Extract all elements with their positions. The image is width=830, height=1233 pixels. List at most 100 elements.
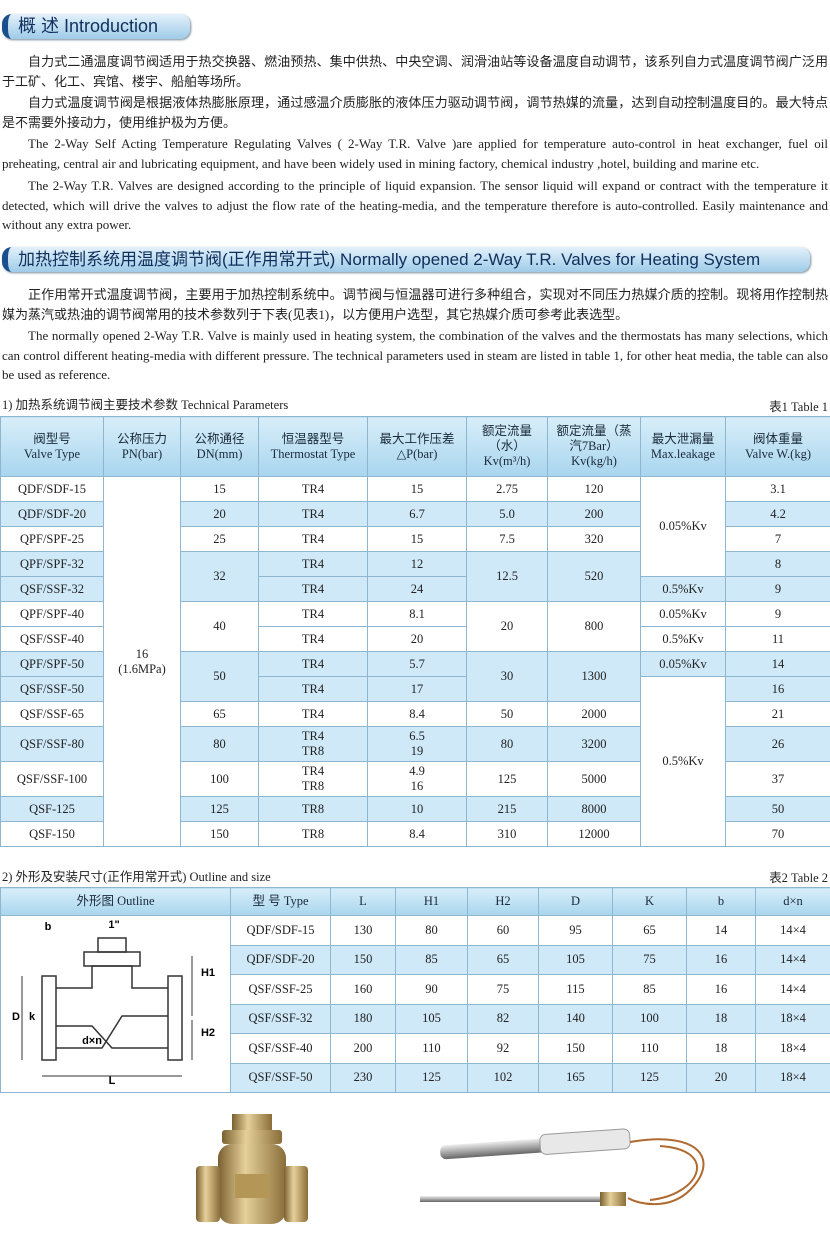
header-cell: 公称通径 DN(mm) xyxy=(180,416,259,477)
table-row: QSF-125 125 TR8 10 215 8000 50 xyxy=(0,796,830,822)
table-cell: TR4 TR8 xyxy=(258,726,368,762)
header-cell: D xyxy=(538,887,613,916)
table-cell: 37 xyxy=(725,761,830,797)
table-cell: 50 xyxy=(466,701,548,727)
table-cell: 65 xyxy=(180,701,259,727)
table-row: QPF/SPF-25 25 TR4 15 7.5 320 7 xyxy=(0,526,830,552)
header-cell: 最大工作压差 △P(bar) xyxy=(367,416,467,477)
table-cell: 80 xyxy=(180,726,259,762)
table-row: QSF/SSF-40 200 110 92 150 110 18 18×4 xyxy=(1,1033,830,1064)
table-row: QDF/SDF-15 16 (1.6MPa) 15 TR4 15 2.75 120 0.05%… xyxy=(0,476,830,847)
table-cell: 85 xyxy=(612,974,687,1005)
table-cell: TR4 xyxy=(258,626,368,652)
table-cell: QSF/SSF-25 xyxy=(230,974,331,1005)
table-cell: QSF/SSF-100 xyxy=(0,761,104,797)
table-cell: 7.5 xyxy=(466,526,548,552)
table-cell: 18×4 xyxy=(755,1003,830,1034)
header-cell: d×n xyxy=(755,887,830,916)
table-cell: 14 xyxy=(686,915,756,946)
table-cell: 7 xyxy=(725,526,830,552)
table-row: QSF/SSF-100 100 TR4 TR8 4.9 16 125 5000 37 xyxy=(0,761,830,797)
table-cell: 5.7 xyxy=(367,651,467,677)
table-cell: 82 xyxy=(467,1003,539,1034)
outline-label: d×n xyxy=(82,1035,102,1047)
table-caption: 2) 外形及安装尺寸(正作用常开式) Outline and size xyxy=(2,870,271,884)
paragraph: 自力式温度调节阀是根据液体热膨胀原理，通过感温介质膨胀的液体压力驱动调节阀，调节… xyxy=(2,95,828,130)
table-row: QSF/SSF-32 180 105 82 140 100 18 18×4 xyxy=(1,1003,830,1034)
table-cell: 1300 xyxy=(547,651,641,702)
table-cell: QDF/SDF-15 xyxy=(0,476,104,502)
table-cell: QPF/SPF-25 xyxy=(0,526,104,552)
table-cell: QSF/SSF-50 xyxy=(0,676,104,702)
table-cell: 75 xyxy=(612,944,687,975)
outline-label: 1" xyxy=(108,919,119,931)
header-cell: K xyxy=(612,887,687,916)
table-cell: 20 xyxy=(180,501,259,527)
table-cell: TR4 xyxy=(258,551,368,577)
table-cell: 100 xyxy=(612,1003,687,1034)
table-cell: 12000 xyxy=(547,821,641,847)
outline-label: H2 xyxy=(200,1027,214,1039)
table-cell: 16 xyxy=(686,944,756,975)
table-cell: 200 xyxy=(330,1033,396,1064)
table-cell: QSF/SSF-80 xyxy=(0,726,104,762)
table-cell: 65 xyxy=(467,944,539,975)
table-cell: 25 xyxy=(180,526,259,552)
table-cell: TR4 xyxy=(258,601,368,627)
table-row: QSF/SSF-32 TR4 24 0.5%Kv 9 xyxy=(0,576,830,602)
table-cell: 110 xyxy=(612,1033,687,1064)
table-cell: 140 xyxy=(538,1003,613,1034)
table-cell: TR8 xyxy=(258,796,368,822)
table-cell: 130 xyxy=(330,915,396,946)
table-cell: 50 xyxy=(725,796,830,822)
table-cell: 75 xyxy=(467,974,539,1005)
table-cell: 0.05%Kv xyxy=(640,476,726,577)
table-cell: 20 xyxy=(686,1062,756,1093)
table-cell: 800 xyxy=(547,601,641,652)
header-cell: 阀体重量 Valve W.(kg) xyxy=(725,416,830,477)
header-cell: 额定流量 （水） Kv(m³/h) xyxy=(466,416,548,477)
header-cell: b xyxy=(686,887,756,916)
table-cell: 4.2 xyxy=(725,501,830,527)
table-cell: 320 xyxy=(547,526,641,552)
outline-label: H1 xyxy=(200,967,214,979)
header-cell: 恒温器型号 Thermostat Type xyxy=(258,416,368,477)
table-cell: 110 xyxy=(395,1033,468,1064)
table-cell: 50 xyxy=(180,651,259,702)
table-cell: 215 xyxy=(466,796,548,822)
table-label: 表1 Table 1 xyxy=(769,400,828,414)
table-cell: 14×4 xyxy=(755,944,830,975)
table-cell: 20 xyxy=(466,601,548,652)
table-cell: 92 xyxy=(467,1033,539,1064)
table-cell: 85 xyxy=(395,944,468,975)
table-cell: TR4 xyxy=(258,651,368,677)
table-row: QDF/SDF-20 150 85 65 105 75 16 14×4 xyxy=(1,944,830,975)
table-cell: 8.1 xyxy=(367,601,467,627)
drawing-line xyxy=(96,937,127,953)
table-cell: 180 xyxy=(330,1003,396,1034)
table-cell: 21 xyxy=(725,701,830,727)
section-heading: 加热控制系统用温度调节阀(正作用常开式) Normally opened 2-W… xyxy=(2,247,810,272)
table-row: QSF/SSF-40 TR4 20 0.5%Kv 11 xyxy=(0,626,830,652)
outline-label: k xyxy=(28,1011,35,1023)
table-cell: QDF/SDF-20 xyxy=(0,501,104,527)
table-cell: TR4 TR8 xyxy=(258,761,368,797)
table-cell: 12 xyxy=(367,551,467,577)
table-cell: 17 xyxy=(367,676,467,702)
outline-label: b xyxy=(44,921,51,933)
outline-drawing: b 1" H1 H2 D k d×n L xyxy=(12,919,215,1087)
header-cell: 最大泄漏量 Max.leakage xyxy=(640,416,726,477)
paragraph: 正作用常开式温度调节阀，主要用于加热控制系统中。调节阀与恒温器可进行多种组合，实… xyxy=(2,287,828,322)
table-cell: 200 xyxy=(547,501,641,527)
table-cell: TR4 xyxy=(258,476,368,502)
header-cell: H2 xyxy=(467,887,539,916)
table-cell: 125 xyxy=(180,796,259,822)
table-cell: QSF/SSF-40 xyxy=(230,1033,331,1064)
table-cell: 0.5%Kv xyxy=(640,676,726,847)
table-cell: 18×4 xyxy=(755,1062,830,1093)
table-cell: TR4 xyxy=(258,501,368,527)
table-cell: 90 xyxy=(395,974,468,1005)
parameter-table: 阀型号 Valve Type 公称压力 PN(bar) 公称通径 DN(mm) 恒温器… xyxy=(0,416,830,847)
